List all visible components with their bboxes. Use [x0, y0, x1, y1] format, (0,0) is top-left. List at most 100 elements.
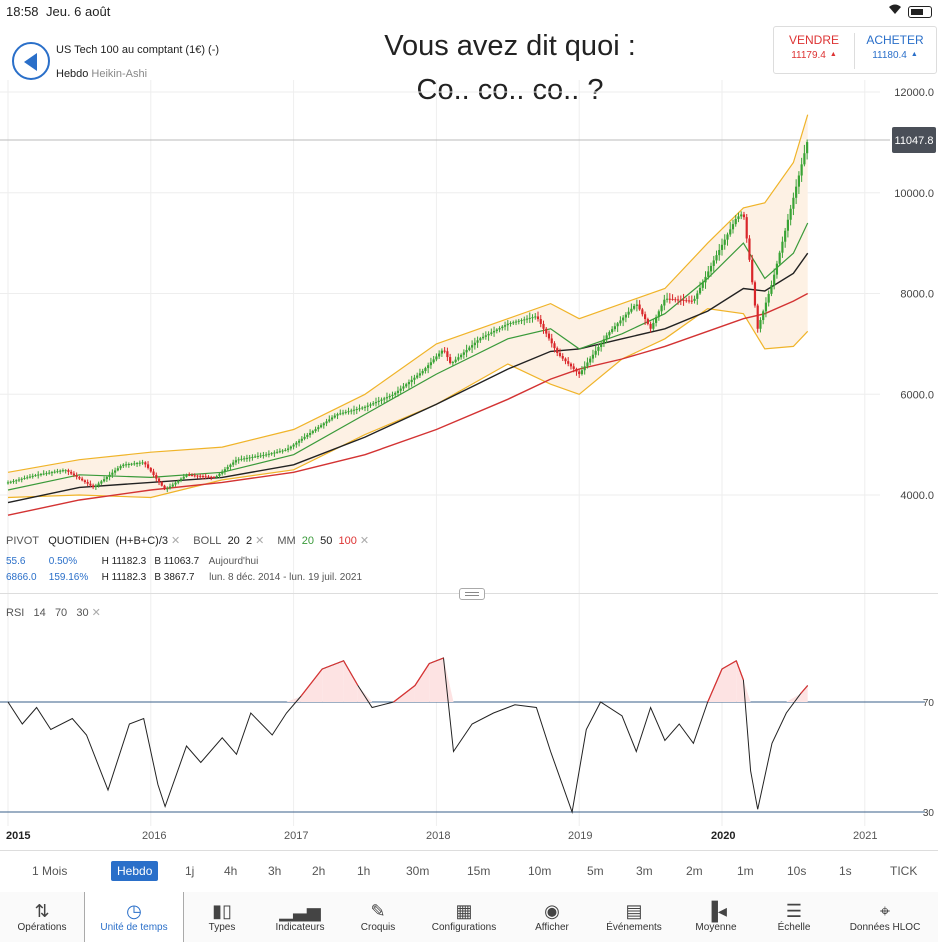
tf-1m[interactable]: 1m: [737, 864, 754, 878]
timeframe-button[interactable]: ◷ Unité de temps: [84, 892, 184, 942]
candle: [75, 475, 78, 477]
candle: [163, 485, 166, 490]
pane-resize-handle[interactable]: [459, 588, 485, 600]
candle: [171, 484, 174, 487]
candle: [70, 471, 73, 474]
candle: [556, 348, 559, 353]
candle: [97, 483, 100, 486]
candle: [440, 350, 443, 354]
candle: [308, 433, 312, 435]
candle: [676, 299, 680, 301]
tf-10s[interactable]: 10s: [787, 864, 807, 878]
candle: [273, 452, 276, 454]
candle: [350, 410, 353, 412]
candle: [520, 320, 523, 322]
tf-tick[interactable]: TICK: [890, 864, 918, 878]
eye-icon: ◉: [544, 901, 560, 921]
candle: [539, 319, 542, 324]
candle: [594, 350, 597, 355]
boll-label: BOLL: [193, 535, 222, 547]
toolbar-label: Moyenne: [695, 922, 737, 933]
rsi-overbought-fill: [786, 693, 801, 702]
candle: [726, 234, 729, 240]
price-chart[interactable]: 12000.010000.08000.06000.04000.011047.8 …: [0, 80, 938, 826]
rsi-overbought-segment: [343, 660, 359, 686]
display-button[interactable]: ◉ Afficher: [512, 892, 592, 942]
candle: [578, 371, 581, 375]
quote-box: VENDRE 11179.4 ▲ ACHETER 11180.4 ▲: [773, 26, 937, 74]
candle: [693, 298, 696, 301]
candle: [514, 321, 518, 323]
hloc-data-button[interactable]: ⌖ Données HLOC: [832, 892, 938, 942]
sell-button[interactable]: VENDRE 11179.4 ▲: [774, 33, 855, 69]
candle: [547, 333, 551, 339]
boll-period: 20: [227, 535, 240, 547]
layouts-button[interactable]: ▦ Configurations: [416, 892, 512, 942]
tf-1-month[interactable]: 1 Mois: [32, 864, 68, 878]
candle: [124, 464, 128, 466]
close-pivot-icon[interactable]: ✕: [171, 535, 181, 547]
candle: [572, 366, 575, 369]
close-mm-icon[interactable]: ✕: [359, 535, 370, 547]
candle: [720, 244, 724, 250]
close-boll-icon[interactable]: ✕: [255, 535, 265, 547]
candle: [503, 325, 507, 327]
year-label: 2017: [284, 830, 309, 842]
candle: [407, 382, 411, 385]
candle: [303, 436, 306, 439]
candle: [421, 371, 424, 374]
average-button[interactable]: ▐◂ Moyenne: [676, 892, 756, 942]
tf-4h[interactable]: 4h: [224, 864, 238, 878]
year-label: 2020: [711, 830, 736, 842]
tf-3h[interactable]: 3h: [268, 864, 282, 878]
candle: [133, 463, 136, 465]
indicators-button[interactable]: ▁▃▅ Indicateurs: [260, 892, 340, 942]
tf-3m[interactable]: 3m: [636, 864, 653, 878]
tf-1s[interactable]: 1s: [839, 864, 852, 878]
tf-1d[interactable]: 1j: [185, 864, 195, 878]
candle: [564, 358, 567, 362]
candle: [256, 455, 259, 457]
candle: [366, 405, 369, 407]
instrument-name[interactable]: US Tech 100 au comptant (1€) (-): [56, 44, 220, 56]
candle: [449, 357, 452, 363]
candle: [297, 440, 301, 443]
candle: [646, 319, 649, 324]
candle: [806, 142, 809, 154]
events-button[interactable]: ▤ Événements: [592, 892, 676, 942]
candle: [105, 476, 108, 480]
tf-2m[interactable]: 2m: [686, 864, 703, 878]
candle: [608, 332, 611, 336]
close-rsi-icon[interactable]: ✕: [91, 607, 101, 619]
candle: [72, 473, 76, 476]
operations-button[interactable]: ⇅ Opérations: [0, 892, 84, 942]
buy-button[interactable]: ACHETER 11180.4 ▲: [855, 33, 935, 63]
scale-button[interactable]: ☰ Échelle: [756, 892, 832, 942]
up-arrow-icon: ▲: [910, 50, 918, 58]
candle: [361, 407, 364, 409]
drawing-button[interactable]: ✎ Croquis: [340, 892, 416, 942]
types-button[interactable]: ▮▯ Types: [184, 892, 260, 942]
tf-10m[interactable]: 10m: [528, 864, 552, 878]
candle: [707, 271, 710, 277]
tf-weekly[interactable]: Hebdo: [111, 861, 159, 881]
candle: [633, 305, 636, 309]
tf-2h[interactable]: 2h: [312, 864, 326, 878]
rsi-overbought-fill: [736, 660, 744, 702]
candle: [619, 320, 622, 324]
tf-1h[interactable]: 1h: [357, 864, 371, 878]
rsi-overbought-fill: [357, 685, 373, 702]
tf-30m[interactable]: 30m: [406, 864, 430, 878]
tf-15m[interactable]: 15m: [467, 864, 491, 878]
candle: [764, 302, 768, 312]
candle: [284, 449, 287, 451]
candle: [443, 350, 446, 352]
candle: [234, 460, 238, 463]
up-arrow-icon: ▲: [829, 50, 837, 58]
candle: [53, 471, 56, 473]
annotation-title-line2: Co.. co.. co.. ?: [416, 74, 604, 106]
candle: [742, 214, 746, 218]
back-button[interactable]: [12, 42, 50, 80]
candle: [399, 388, 402, 391]
tf-5m[interactable]: 5m: [587, 864, 604, 878]
